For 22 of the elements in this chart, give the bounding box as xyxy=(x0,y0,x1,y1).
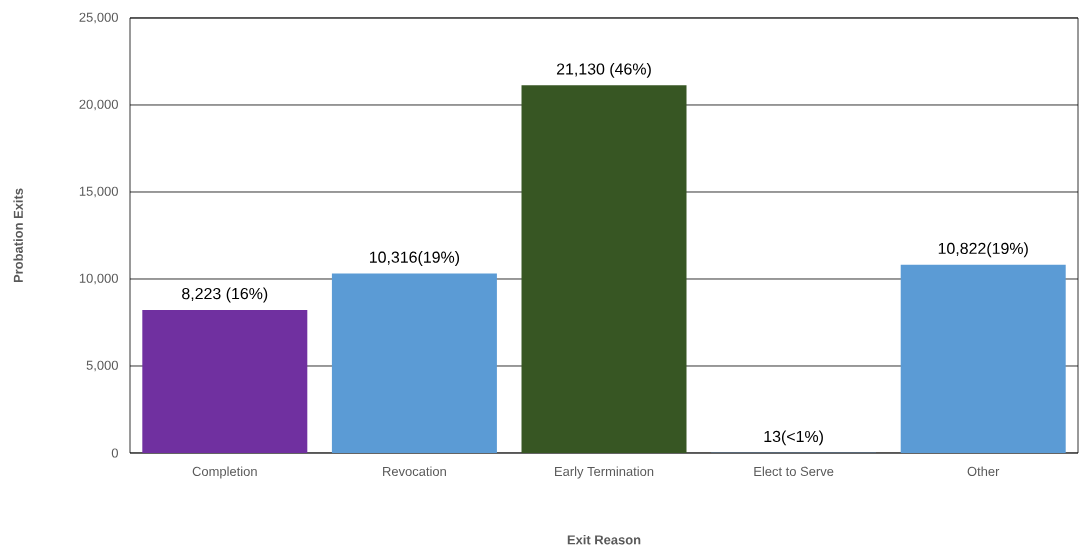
x-tick-label: Early Termination xyxy=(555,466,654,479)
y-tick-label: 15,000 xyxy=(79,186,118,198)
x-tick-label: Completion xyxy=(192,466,257,479)
bar xyxy=(331,273,497,453)
x-tick-label: Elect to Serve xyxy=(754,466,834,477)
bar xyxy=(142,309,308,453)
y-tick-label: 25,000 xyxy=(79,12,118,24)
data-label: 10,316(19%) xyxy=(369,251,460,266)
bar xyxy=(521,85,687,453)
x-tick-label: Revocation xyxy=(383,466,446,477)
x-tick-label: Other xyxy=(967,466,1000,477)
y-tick-label: 10,000 xyxy=(79,273,118,285)
data-label: 10,822(19%) xyxy=(938,242,1028,258)
data-label: 8,223 (16%) xyxy=(182,287,268,303)
data-label: 21,130 (46%) xyxy=(556,62,651,78)
x-axis-title: Exit Reason xyxy=(567,534,641,545)
y-axis-title: Probation Exits xyxy=(13,188,23,283)
y-tick-label: 20,000 xyxy=(79,99,118,111)
y-tick-label: 5,000 xyxy=(86,360,118,372)
y-tick-label: 0 xyxy=(111,448,118,458)
data-label: 13(<1%) xyxy=(764,430,823,446)
bar xyxy=(900,264,1066,453)
